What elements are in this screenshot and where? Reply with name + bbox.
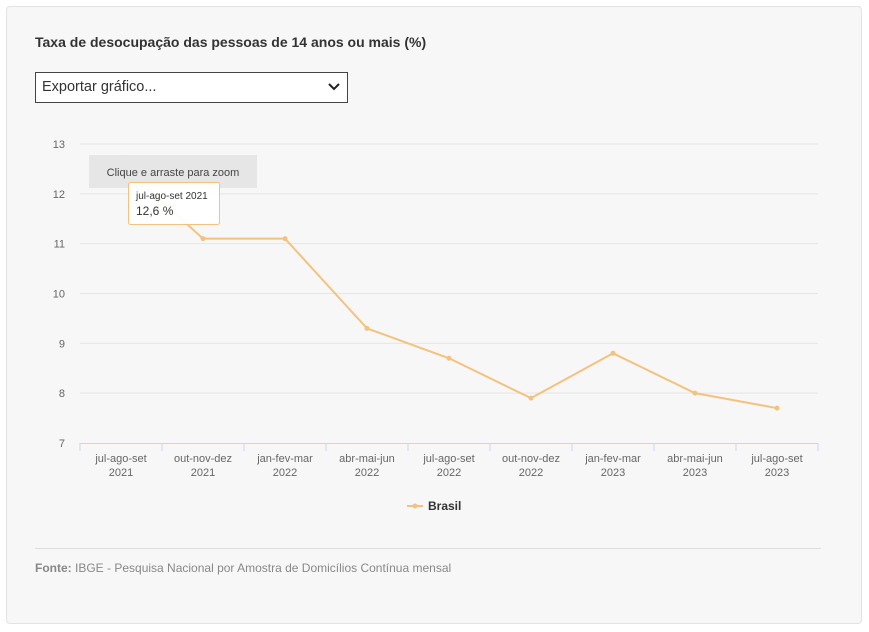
x-tick-label: jul-ago-set 2022 [422, 453, 474, 479]
y-tick-label: 11 [54, 239, 65, 251]
data-point[interactable] [528, 395, 534, 401]
x-tick-label-period: abr-mai-jun [667, 453, 723, 465]
x-tick-label-period: jan-fev-mar [584, 453, 641, 465]
tooltip-value: 12,6 % [136, 204, 174, 218]
x-axis: jul-ago-set 2021 out-nov-dez 2021 jan-fev-ma… [79, 443, 819, 479]
legend[interactable]: Brasil [407, 499, 461, 513]
source-label: Fonte: [35, 561, 72, 575]
x-tick-label-year: 2022 [437, 467, 461, 479]
zoom-hint-text: Clique e arraste para zoom [107, 167, 240, 179]
x-tick-label-period: jul-ago-set [94, 453, 146, 465]
x-tick-label: out-nov-dez 2022 [502, 453, 560, 479]
x-tick-label: jan-fev-mar 2022 [256, 453, 313, 479]
export-select-value: Exportar gráfico... [42, 79, 157, 95]
data-point[interactable] [282, 236, 288, 242]
source-text: IBGE - Pesquisa Nacional por Amostra de … [75, 561, 452, 575]
x-tick-label-year: 2021 [109, 467, 133, 479]
x-tick-label-period: abr-mai-jun [339, 453, 395, 465]
x-tick-label: jul-ago-set 2023 [750, 453, 802, 479]
x-tick-label: abr-mai-jun 2023 [667, 453, 723, 479]
x-tick-label-year: 2023 [683, 467, 707, 479]
x-tick-label-period: jul-ago-set [750, 453, 802, 465]
legend-marker-icon [412, 503, 418, 509]
source-note: Fonte: IBGE - Pesquisa Nacional por Amos… [35, 561, 451, 575]
x-tick-label-year: 2021 [191, 467, 215, 479]
legend-label[interactable]: Brasil [428, 499, 461, 513]
x-tick-label-year: 2022 [519, 467, 543, 479]
x-tick-label-period: jan-fev-mar [256, 453, 313, 465]
data-point[interactable] [692, 390, 698, 396]
data-point[interactable] [200, 236, 206, 242]
data-point[interactable] [364, 325, 370, 331]
x-tick-label: jul-ago-set 2021 [94, 453, 146, 479]
x-tick-label: abr-mai-jun 2022 [339, 453, 395, 479]
x-tick-label-year: 2023 [765, 467, 789, 479]
y-tick-label: 13 [53, 139, 65, 151]
data-point[interactable] [446, 355, 452, 361]
y-tick-label: 9 [59, 338, 65, 350]
x-tick-label-period: jul-ago-set [422, 453, 474, 465]
chart-title: Taxa de desocupação das pessoas de 14 an… [35, 34, 427, 50]
data-point[interactable] [774, 405, 780, 411]
x-tick-label-period: out-nov-dez [174, 453, 232, 465]
chevron-down-icon [327, 78, 341, 101]
export-select[interactable]: Exportar gráfico... [35, 72, 348, 103]
chart-card [6, 6, 862, 624]
x-tick-label: out-nov-dez 2021 [174, 453, 232, 479]
y-tick-label: 7 [59, 438, 65, 450]
y-tick-label: 10 [53, 289, 65, 301]
x-tick-label-year: 2023 [601, 467, 625, 479]
y-tick-label: 8 [59, 388, 65, 400]
tooltip: jul-ago-set 2021 12,6 % [128, 182, 220, 225]
x-tick-label-year: 2022 [355, 467, 379, 479]
x-tick-label: jan-fev-mar 2023 [584, 453, 641, 479]
y-tick-label: 12 [53, 189, 65, 201]
x-tick-label-period: out-nov-dez [502, 453, 560, 465]
data-point[interactable] [610, 350, 616, 356]
x-tick-label-year: 2022 [273, 467, 297, 479]
divider [35, 548, 821, 549]
y-axis: 7 8 9 10 11 12 13 [53, 139, 65, 450]
tooltip-label: jul-ago-set 2021 [135, 191, 208, 202]
